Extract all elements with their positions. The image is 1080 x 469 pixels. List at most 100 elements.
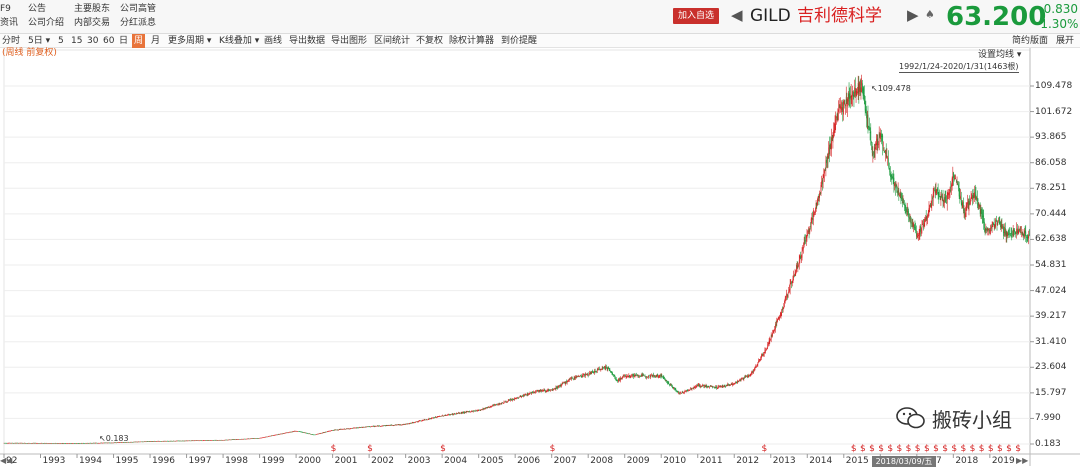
- candle-body: [664, 379, 666, 381]
- prev-stock-icon[interactable]: ◀: [731, 6, 743, 24]
- nav-major-shareholders[interactable]: 主要股东: [74, 4, 111, 14]
- candle-body: [955, 178, 956, 180]
- candle-body: [68, 443, 69, 444]
- candle-body: [95, 442, 97, 444]
- candle-body: [646, 376, 648, 378]
- price-chart[interactable]: $ $ $ $ $ $ $ $ $ $ $ $ $ $ $ $ $ $ $ $ $ $ $ $: [0, 48, 1080, 469]
- candle-body: [408, 423, 409, 425]
- dividend-marker: $: [897, 444, 903, 454]
- candlestick-chart[interactable]: $ $ $ $ $ $ $ $ $ $ $ $ $ $ $ $ $ $ $ $ $ $ $ $: [0, 48, 1080, 469]
- next-stock-icon[interactable]: ▶: [907, 6, 919, 24]
- candle-body: [957, 183, 959, 185]
- tb-15min[interactable]: 15: [71, 36, 83, 46]
- candle-body: [965, 212, 966, 217]
- nav-dividends[interactable]: 分红派息: [120, 18, 157, 28]
- candle-body: [178, 440, 179, 442]
- candle-body: [571, 377, 573, 379]
- ma-settings-button[interactable]: 设置均线 ▾: [978, 50, 1022, 60]
- tb-kline-overlay[interactable]: K线叠加 ▾: [219, 36, 260, 46]
- candle-body: [754, 368, 755, 371]
- candle-body: [348, 428, 350, 430]
- tb-price-alert[interactable]: 到价提醒: [501, 36, 538, 46]
- tb-no-adjust[interactable]: 不复权: [416, 36, 444, 46]
- candle-body: [40, 443, 42, 444]
- candle-body: [742, 378, 744, 380]
- candle-body: [657, 374, 658, 377]
- nav-insider-trading[interactable]: 内部交易: [74, 18, 111, 28]
- scroll-right-icon[interactable]: ▶▶: [1016, 456, 1029, 465]
- candle-body: [38, 443, 39, 444]
- candle-body: [671, 385, 673, 388]
- candle-body: [728, 384, 729, 386]
- candle-body: [465, 411, 466, 413]
- candle-body: [792, 278, 794, 284]
- candle-body: [135, 441, 137, 443]
- candle-body: [585, 374, 586, 376]
- candle-body: [638, 375, 640, 377]
- candle-body: [430, 418, 431, 420]
- candle-body: [418, 421, 419, 423]
- tb-range-stats[interactable]: 区间统计: [374, 36, 411, 46]
- tb-export-chart[interactable]: 导出图形: [331, 36, 368, 46]
- bell-icon[interactable]: ♠: [925, 8, 935, 21]
- tb-export-data[interactable]: 导出数据: [289, 36, 326, 46]
- tb-expand[interactable]: 展开: [1056, 36, 1075, 46]
- candle-body: [406, 423, 408, 425]
- candle-body: [235, 439, 236, 441]
- candle-body: [3, 442, 5, 444]
- candle-body: [883, 147, 884, 149]
- candle-body: [559, 384, 561, 387]
- candle-body: [645, 376, 647, 378]
- candle-body: [258, 438, 259, 439]
- nav-f9[interactable]: F9: [0, 4, 11, 14]
- candle-body: [295, 431, 297, 432]
- tb-60min[interactable]: 60: [103, 36, 115, 46]
- candle-body: [812, 218, 813, 220]
- candle-body: [843, 102, 845, 104]
- tb-30min[interactable]: 30: [87, 36, 99, 46]
- tb-intraday[interactable]: 分时: [2, 36, 21, 46]
- candle-body: [992, 223, 994, 227]
- candle-body: [681, 391, 683, 393]
- candle-body: [198, 440, 200, 442]
- tb-monthly[interactable]: 月: [151, 36, 161, 46]
- dividend-marker: $: [367, 444, 373, 454]
- candle-body: [129, 442, 131, 443]
- scroll-left-icon[interactable]: ◀◀: [0, 456, 13, 465]
- tb-weekly[interactable]: 周: [132, 34, 146, 48]
- tb-simple-layout[interactable]: 简约版面: [1012, 36, 1049, 46]
- candle-body: [262, 437, 264, 438]
- candle-body: [879, 133, 881, 137]
- candle-body: [695, 386, 696, 388]
- candle-body: [674, 387, 675, 389]
- tb-more-periods[interactable]: 更多周期 ▾: [168, 36, 212, 46]
- candle-body: [975, 194, 977, 199]
- tb-draw-line[interactable]: 画线: [264, 36, 283, 46]
- candle-body: [126, 442, 128, 443]
- candle-body: [780, 313, 782, 316]
- candle-body: [197, 440, 198, 441]
- nav-news[interactable]: 资讯: [0, 18, 19, 28]
- candle-body: [512, 399, 513, 401]
- nav-company-intro[interactable]: 公司介绍: [28, 18, 65, 28]
- nav-executives[interactable]: 公司高管: [120, 4, 157, 14]
- tb-5day[interactable]: 5日 ▾: [28, 36, 51, 46]
- nav-announcements[interactable]: 公告: [28, 4, 47, 14]
- candle-body: [455, 413, 456, 415]
- tb-ex-rights-calc[interactable]: 除权计算器: [449, 36, 495, 46]
- candle-body: [669, 384, 671, 386]
- last-price: 63.200: [946, 2, 1047, 32]
- candle-body: [669, 384, 670, 385]
- candle-body: [601, 369, 602, 371]
- candle-body: [784, 297, 786, 301]
- candle-body: [862, 88, 864, 96]
- candle-body: [887, 158, 889, 167]
- candle-body: [31, 443, 33, 444]
- tb-5min[interactable]: 5: [58, 36, 64, 46]
- candle-body: [495, 403, 497, 405]
- add-to-watchlist-button[interactable]: 加入自选: [673, 8, 719, 24]
- candle-body: [88, 443, 90, 444]
- candle-body: [810, 218, 812, 229]
- candle-body: [786, 294, 788, 297]
- tb-daily[interactable]: 日: [119, 36, 129, 46]
